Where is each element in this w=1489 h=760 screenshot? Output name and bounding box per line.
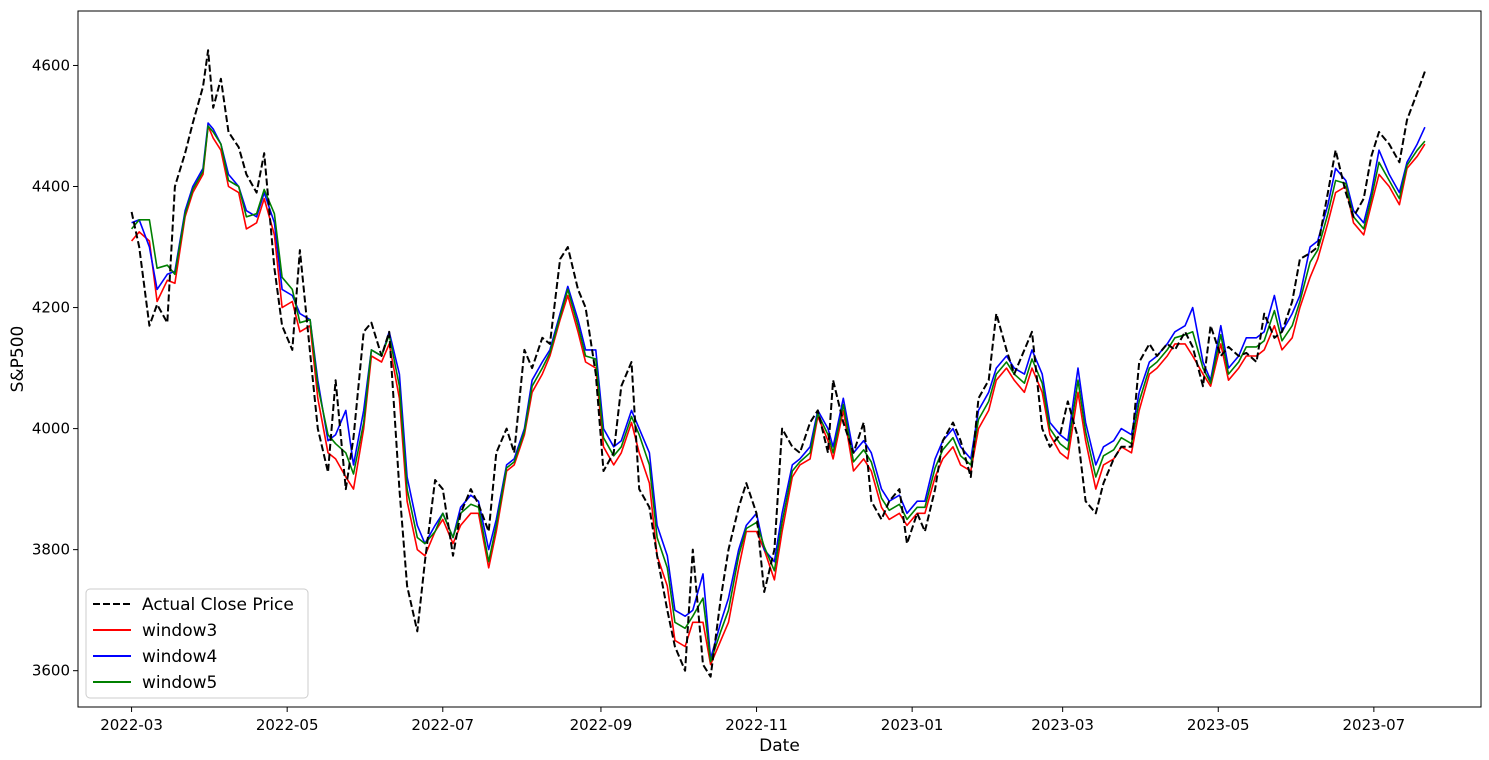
x-tick-label: 2022-07 [411, 716, 474, 734]
x-axis-label: Date [759, 736, 800, 756]
x-tick-label: 2023-07 [1343, 716, 1406, 734]
legend-entry-label: window3 [142, 621, 217, 641]
series-layer [130, 49, 1426, 678]
legend-box [85, 588, 309, 699]
series-line-window3 [130, 125, 1426, 666]
x-tick-label: 2023-03 [1031, 716, 1094, 734]
y-tick-label: 4200 [32, 299, 70, 317]
x-tick-label: 2022-05 [256, 716, 319, 734]
series-line-window4 [131, 122, 1426, 660]
x-tick-label: 2022-09 [570, 716, 633, 734]
x-tick-label: 2023-01 [881, 716, 944, 734]
legend-entry-label: window4 [142, 647, 217, 667]
x-tick-label: 2023-05 [1187, 716, 1250, 734]
plot-frame [77, 10, 1482, 708]
series-line-window5 [130, 125, 1426, 663]
y-tick-label: 4600 [32, 56, 70, 74]
legend-entry-label: window5 [142, 673, 217, 693]
y-tick-label: 3800 [32, 541, 70, 559]
y-tick-label: 4400 [32, 178, 70, 196]
legend-entry-label: Actual Close Price [142, 595, 294, 615]
y-axis: 3600 3800 4000 4200 4400 4600 [32, 56, 78, 680]
y-tick-label: 3600 [32, 662, 70, 680]
x-axis: 2022-03 2022-05 2022-07 2022-09 2022-11 2023-… [100, 707, 1405, 734]
y-axis-label: S&P500 [8, 326, 28, 393]
plot-area [78, 11, 1481, 707]
series-line-actual-close-price [130, 49, 1426, 678]
x-tick-label: 2022-03 [100, 716, 163, 734]
legend: Actual Close Price window3 window4 window5 [85, 588, 309, 699]
x-tick-label: 2022-11 [725, 716, 788, 734]
y-tick-label: 4000 [32, 420, 70, 438]
